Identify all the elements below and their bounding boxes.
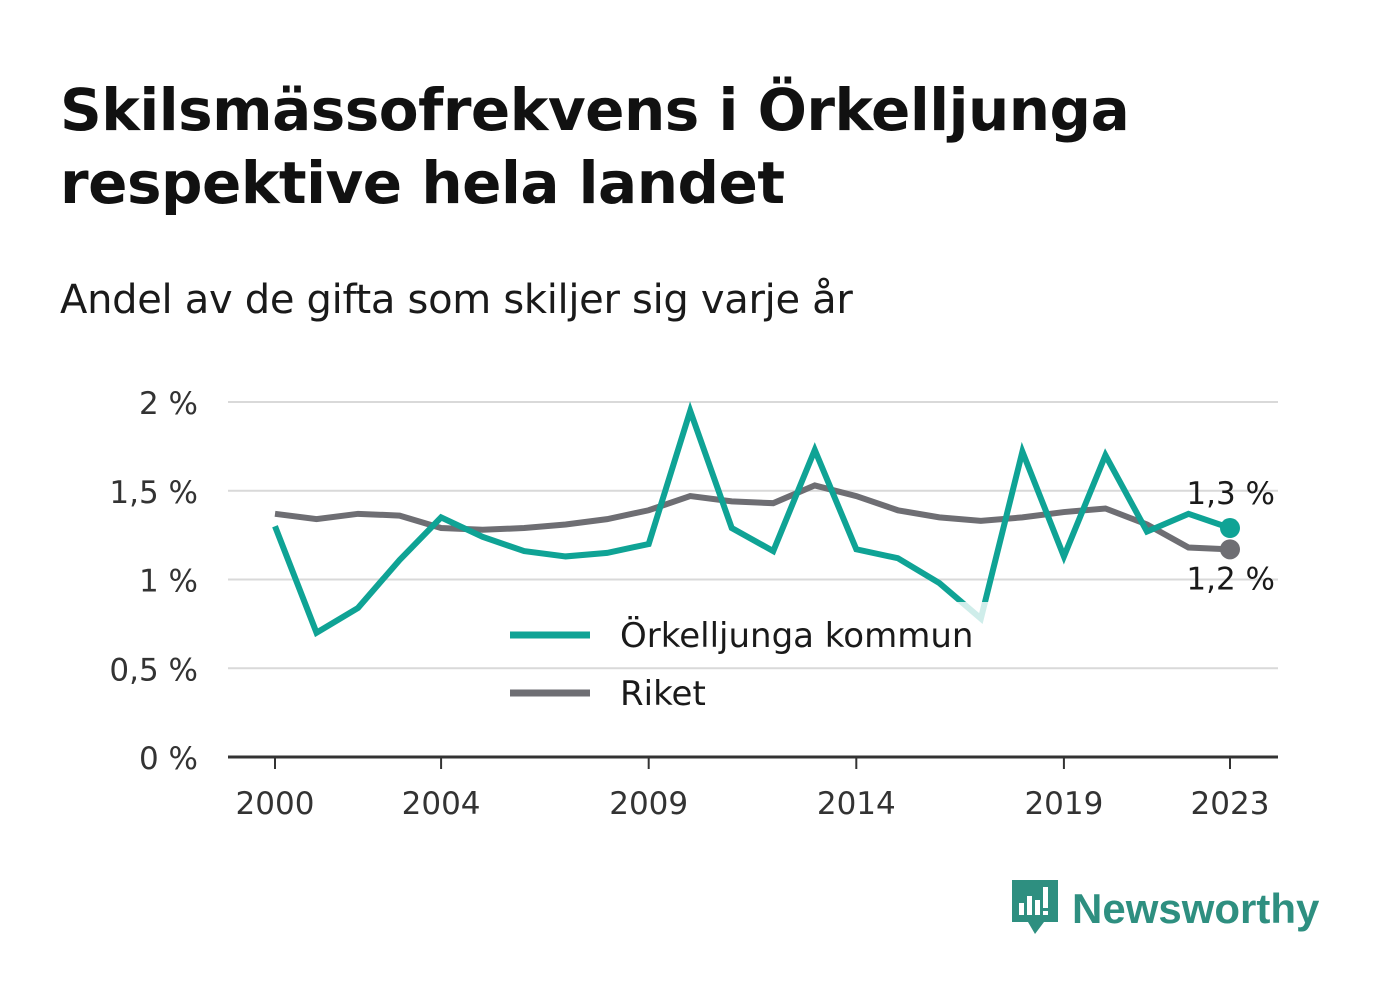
y-axis-tick-labels: 0 % 0,5 % 1 % 1,5 % 2 % [109,386,198,777]
brand-name: Newsworthy [1072,885,1320,932]
bar-chart-bubble-icon [1012,880,1058,934]
y-tick-label: 0 % [139,741,198,777]
x-tick-label: 2019 [1024,786,1103,822]
chart-title: Skilsmässofrekvens i Örkelljunga respekt… [60,74,1320,220]
y-tick-label: 1,5 % [109,475,198,511]
end-value-label: 1,3 % [1186,476,1275,512]
x-tick-label: 2000 [236,786,315,822]
y-tick-label: 2 % [139,386,198,422]
chart-title-line-2: respektive hela landet [60,149,785,217]
chart-subtitle: Andel av de gifta som skiljer sig varje … [60,277,853,323]
end-value-label: 1,2 % [1186,561,1275,597]
x-tick-label: 2004 [402,786,481,822]
legend-label: Örkelljunga kommun [620,615,973,656]
x-tick-label: 2009 [609,786,688,822]
legend: Örkelljunga kommun Riket [496,602,1008,714]
newsworthy-logo: Newsworthy [1010,878,1319,940]
series-line [272,401,1231,638]
grid-lines [228,401,1278,670]
y-tick-label: 0,5 % [109,652,198,688]
end-point-marker [1220,518,1240,539]
legend-label: Riket [620,674,706,714]
end-point-marker [1220,539,1240,560]
end-labels: 1,3 % 1,2 % [1186,476,1275,597]
x-tick-label: 2014 [817,786,896,822]
x-axis: 2000 2004 2009 2014 2019 2023 [228,755,1278,822]
x-tick-label: 2023 [1191,786,1270,822]
y-tick-label: 1 % [139,564,198,600]
series-lines [272,401,1231,638]
chart-title-line-1: Skilsmässofrekvens i Örkelljunga [60,76,1130,144]
